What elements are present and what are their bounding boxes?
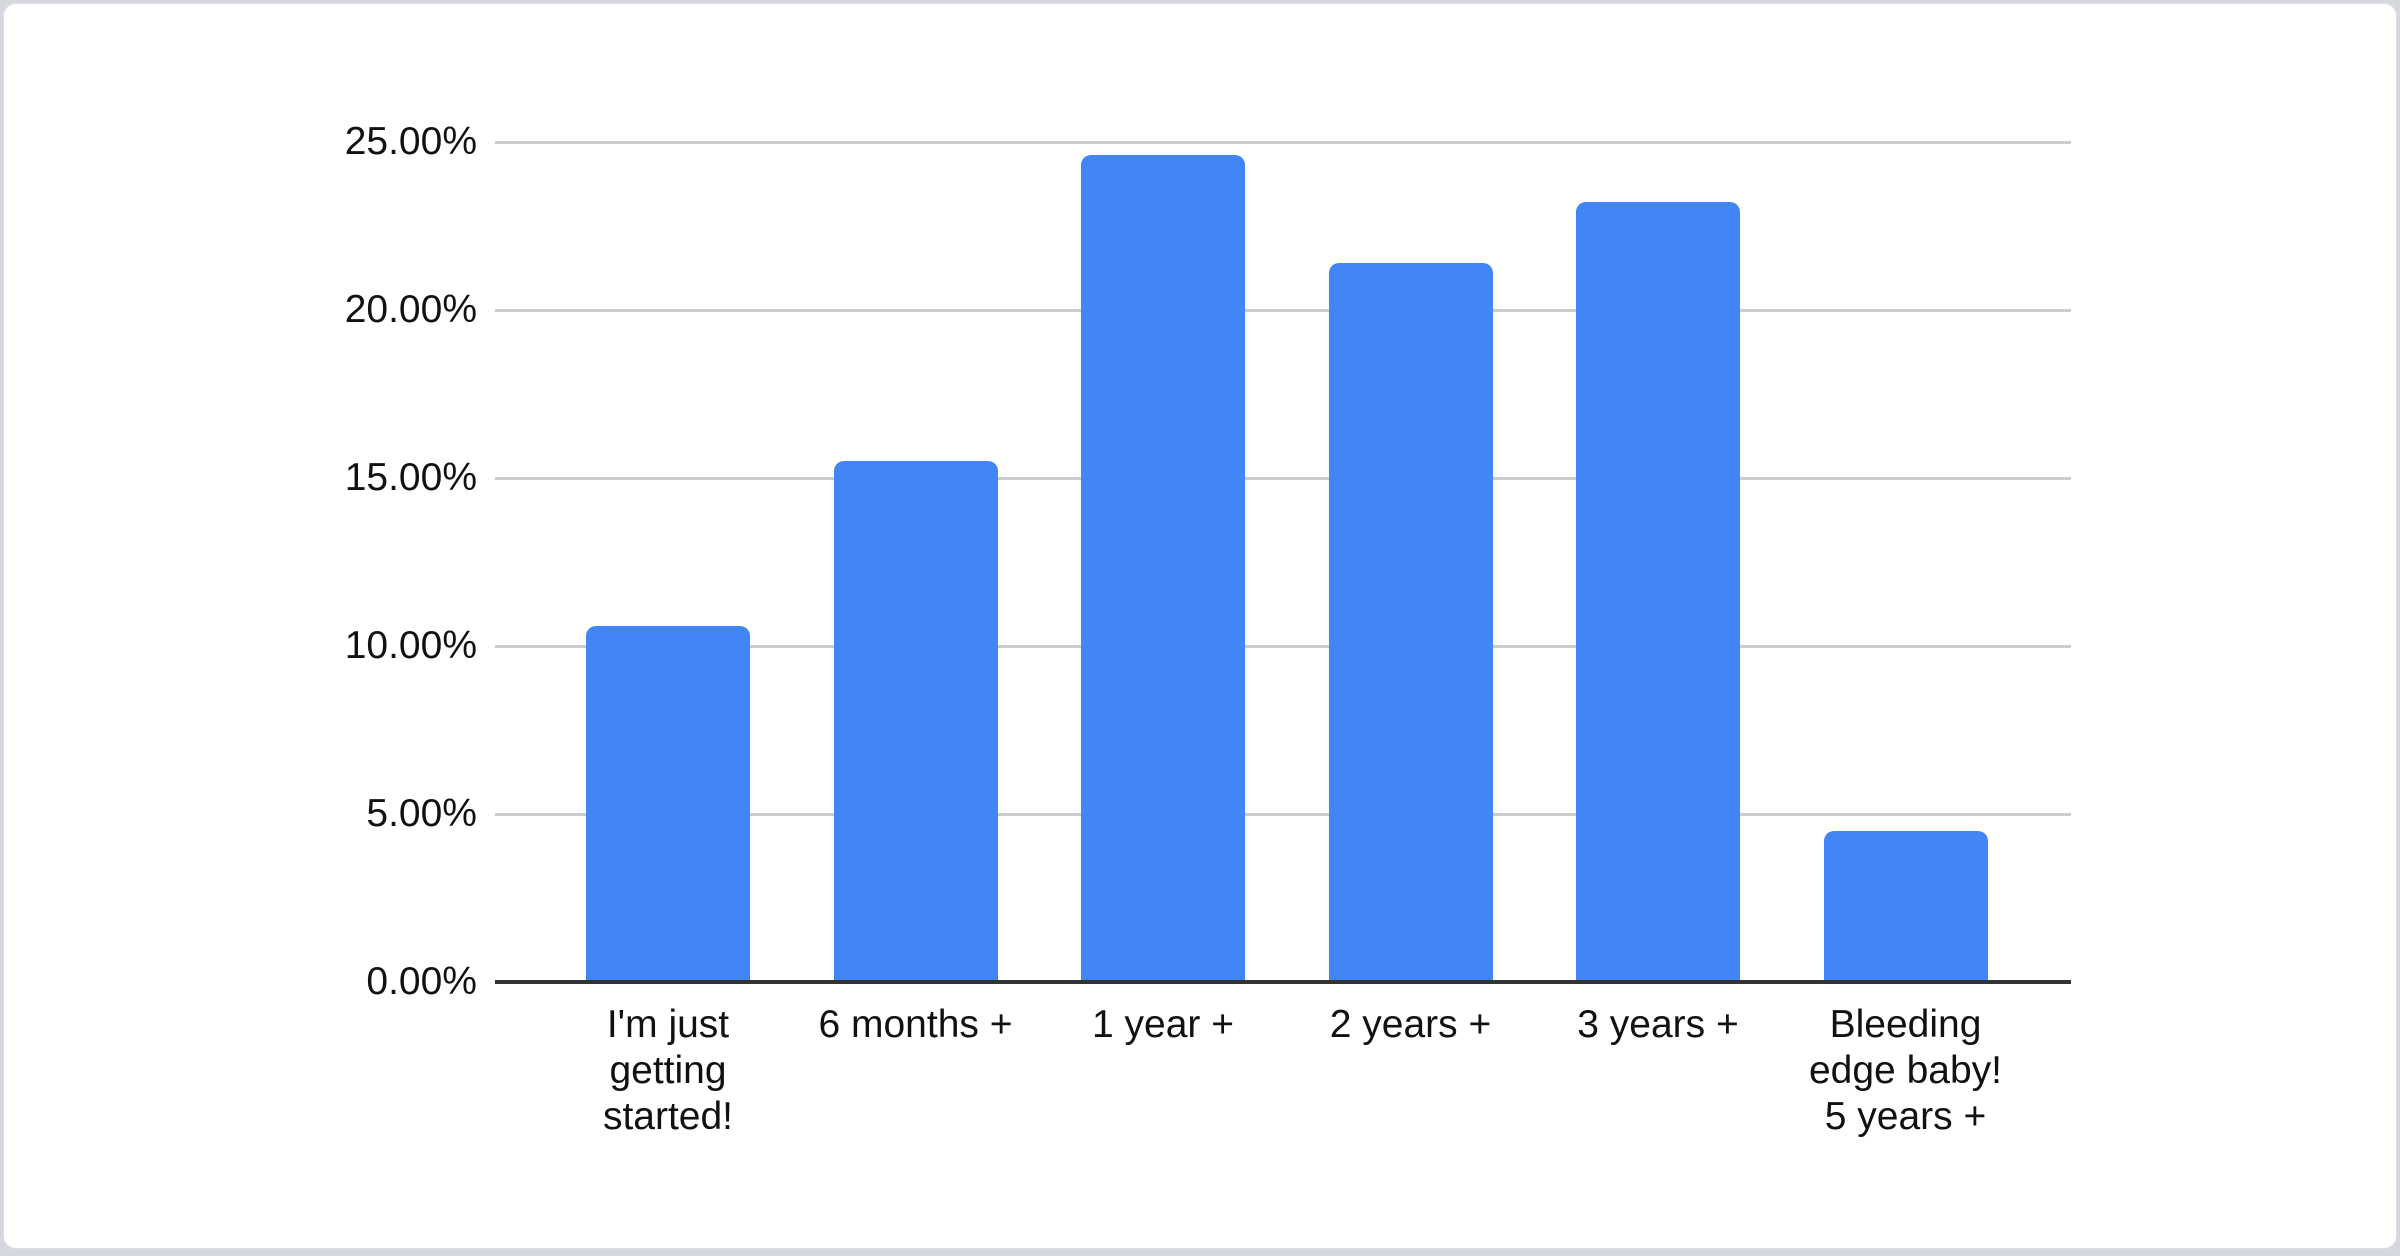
x-category-label: Bleeding edge baby! 5 years + (1808, 1003, 2002, 1138)
bar-5 (1576, 202, 1740, 982)
gridline-20.00% (495, 309, 2071, 312)
y-tick-label: 10.00% (344, 624, 477, 667)
gridline-25.00% (495, 141, 2071, 144)
x-axis-line (495, 980, 2071, 984)
gridline-15.00% (495, 477, 2071, 480)
gridline-10.00% (495, 645, 2071, 648)
x-category-label: 2 years + (1329, 1003, 1492, 1046)
y-tick-label: 5.00% (366, 792, 477, 835)
x-category-label: 3 years + (1577, 1003, 1739, 1046)
y-tick-label: 0.00% (366, 960, 477, 1003)
bar-6 (1823, 831, 1988, 982)
bar-2 (833, 461, 998, 982)
bar-3 (1081, 155, 1245, 982)
bar-chart: 0.00% 5.00% 10.00% 15.00% 20.00% 25.00% I'm j… (4, 4, 2396, 1248)
y-tick-label: 25.00% (344, 120, 477, 163)
bar-4 (1328, 263, 1493, 982)
x-category-label: I'm just getting started! (602, 1003, 734, 1138)
y-tick-label: 15.00% (344, 456, 477, 499)
x-category-label: 1 year + (1091, 1003, 1234, 1046)
x-category-label: 6 months + (818, 1003, 1013, 1046)
bar-1 (586, 626, 750, 982)
y-tick-label: 20.00% (344, 288, 477, 331)
gridline-5.00% (495, 813, 2071, 816)
